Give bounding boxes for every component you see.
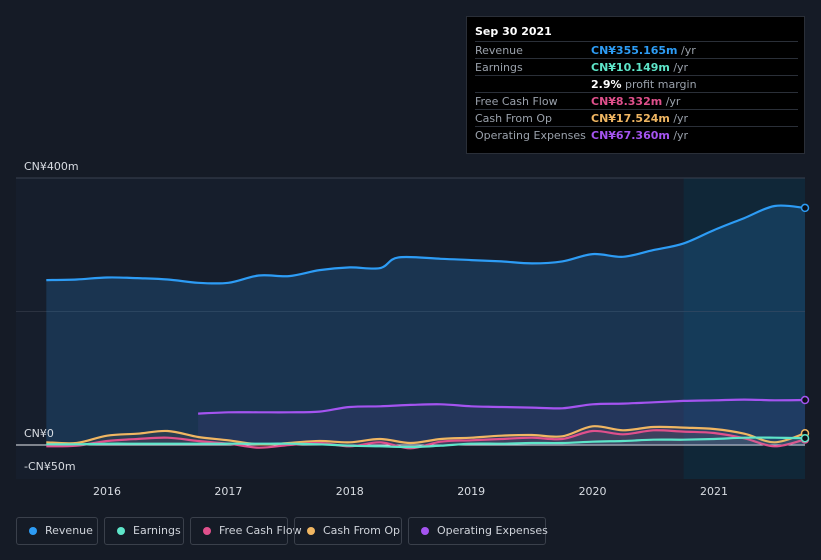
tooltip-row-label: Earnings (475, 61, 523, 74)
legend-item-cash-from-op[interactable]: Cash From Op (294, 517, 402, 545)
tooltip-row: 2.9% profit margin (475, 75, 798, 93)
y-axis-bottom-label: -CN¥50m (24, 460, 76, 473)
legend-label: Revenue (45, 524, 93, 537)
x-tick-label-2016: 2016 (93, 485, 122, 498)
tooltip-date: Sep 30 2021 (475, 25, 552, 38)
operating-expenses-line (198, 398, 806, 415)
legend-dot-icon (29, 527, 37, 535)
x-tick-label-2021: 2021 (699, 485, 728, 498)
earnings-end-marker (800, 433, 810, 443)
legend-dot-icon (117, 527, 125, 535)
plot-background (16, 178, 805, 479)
tooltip-row-value: CN¥67.360m /yr (591, 129, 689, 142)
tooltip-row-label: Revenue (475, 44, 523, 57)
legend-label: Operating Expenses (437, 524, 548, 537)
earnings-line (46, 436, 806, 449)
tooltip-row-value: CN¥10.149m /yr (591, 61, 689, 74)
revenue-area (46, 205, 806, 445)
tooltip-row-value: CN¥17.524m /yr (591, 112, 689, 125)
tooltip-row: Revenue CN¥355.165m /yr (475, 41, 798, 59)
tooltip-row-label: Operating Expenses (475, 129, 586, 142)
legend-item-free-cash-flow[interactable]: Free Cash Flow (190, 517, 302, 545)
tooltip-row-value: CN¥355.165m /yr (591, 44, 696, 57)
legend-label: Cash From Op (323, 524, 401, 537)
operating-expenses-area (198, 399, 806, 445)
data-tooltip: Sep 30 2021 Revenue CN¥355.165m /yr Earnin… (466, 16, 805, 154)
legend-item-earnings[interactable]: Earnings (104, 517, 184, 545)
tooltip-row-value: 2.9% profit margin (591, 78, 697, 91)
tooltip-row-label: Free Cash Flow (475, 95, 558, 108)
tooltip-row: Cash From Op CN¥17.524m /yr (475, 109, 798, 127)
operating-expenses-end-marker (800, 395, 810, 405)
legend-item-operating-expenses[interactable]: Operating Expenses (408, 517, 548, 545)
legend-item-revenue[interactable]: Revenue (16, 517, 98, 545)
revenue-end-marker (800, 203, 810, 213)
tooltip-row-value: CN¥8.332m /yr (591, 95, 681, 108)
tooltip-row-label: Cash From Op (475, 112, 553, 125)
legend-label: Earnings (133, 524, 181, 537)
x-tick-label-2020: 2020 (578, 485, 607, 498)
cash-from-op-line (46, 425, 806, 446)
legend-dot-icon (307, 527, 315, 535)
tooltip-row: Free Cash Flow CN¥8.332m /yr (475, 92, 798, 110)
x-tick-label-2017: 2017 (214, 485, 243, 498)
x-tick-label-2018: 2018 (335, 485, 364, 498)
tooltip-row: Operating Expenses CN¥67.360m /yr (475, 126, 798, 144)
revenue-line (46, 204, 806, 285)
legend-label: Free Cash Flow (219, 524, 302, 537)
legend-dot-icon (421, 527, 429, 535)
x-tick-label-2019: 2019 (457, 485, 486, 498)
legend-dot-icon (203, 527, 211, 535)
tooltip-row: Earnings CN¥10.149m /yr (475, 58, 798, 76)
y-axis-top-label: CN¥400m (24, 160, 79, 173)
y-axis-zero-label: CN¥0 (24, 427, 54, 440)
